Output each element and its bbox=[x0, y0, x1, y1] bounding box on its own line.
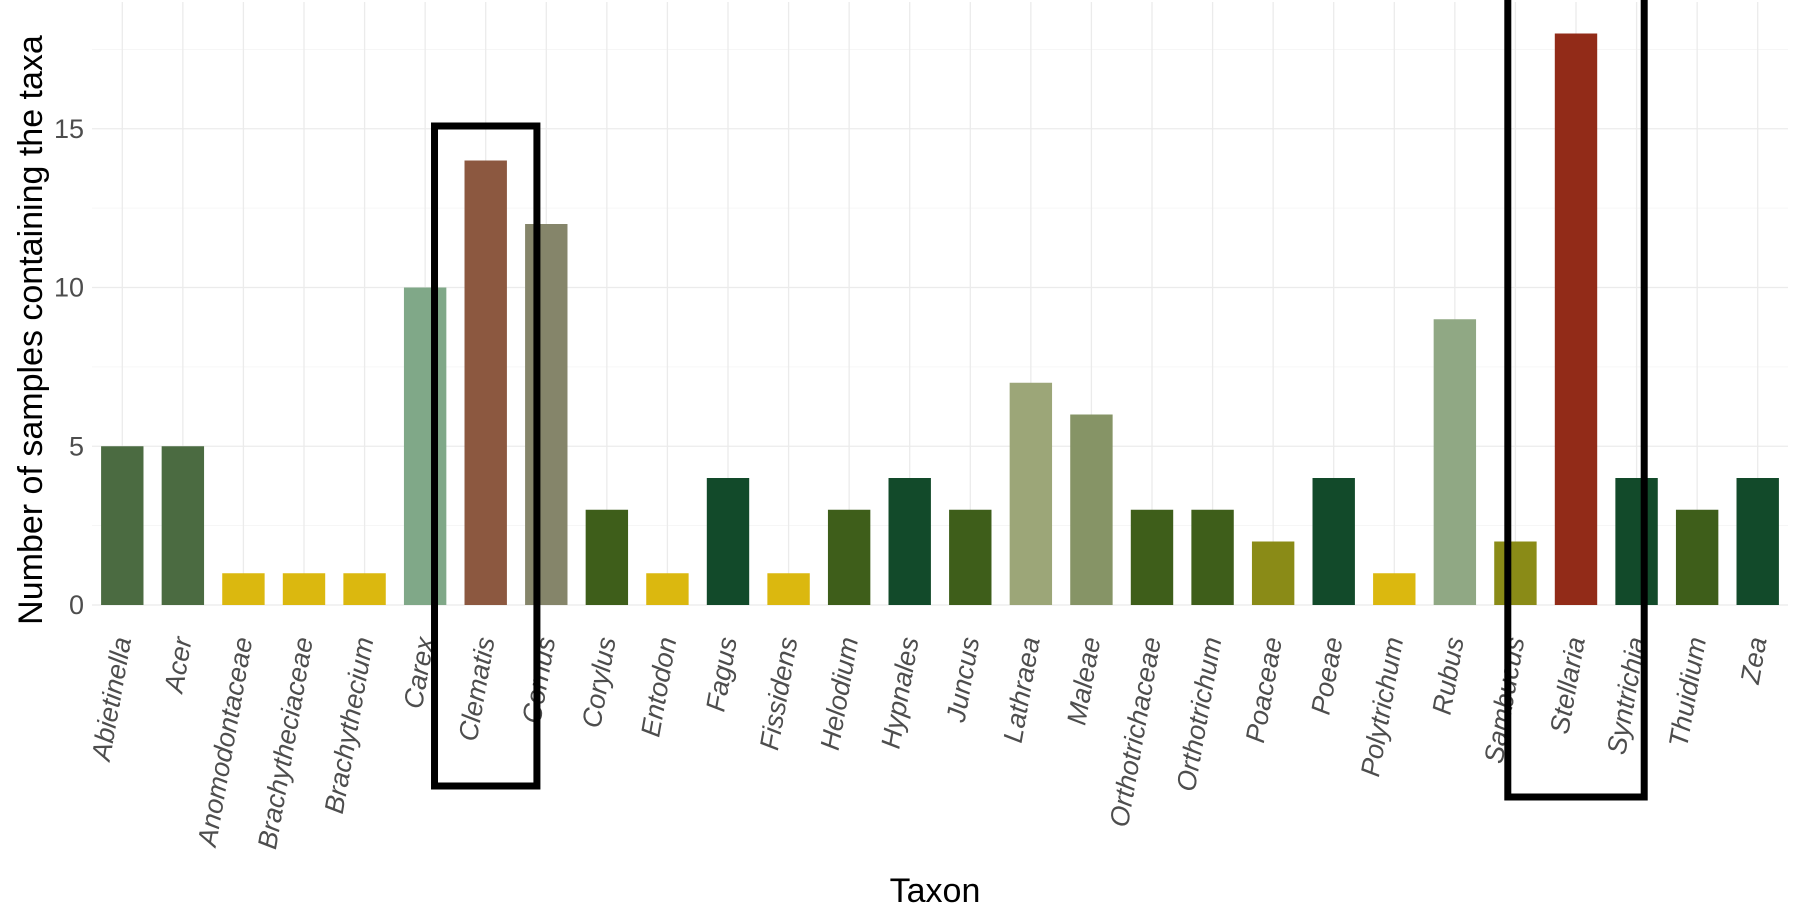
bar-maleae bbox=[1070, 414, 1113, 605]
x-tick-label: Stellaria bbox=[1544, 635, 1590, 736]
x-tick-label: Juncus bbox=[941, 635, 986, 725]
x-tick-label: Fagus bbox=[700, 635, 743, 714]
bar-juncus bbox=[949, 509, 992, 605]
x-tick-label: Maleae bbox=[1061, 635, 1106, 727]
x-tick-label: Hypnales bbox=[876, 635, 925, 751]
bar-fagus bbox=[706, 478, 750, 605]
bar-zea bbox=[1736, 478, 1779, 605]
x-tick-label: Acer bbox=[158, 634, 198, 697]
y-axis-title: Number of samples containing the taxa bbox=[12, 35, 50, 625]
bar-hypnales bbox=[888, 478, 931, 605]
x-tick-label: Thuidium bbox=[1663, 635, 1712, 750]
x-tick-label: Poeae bbox=[1306, 635, 1349, 717]
x-tick-label: Poaceae bbox=[1240, 635, 1288, 745]
y-tick-label: 15 bbox=[54, 114, 84, 144]
y-axis-ticks: 0 5 10 15 bbox=[54, 114, 84, 620]
bar-corylus bbox=[585, 509, 629, 605]
bar-acer bbox=[161, 446, 205, 605]
bar-fissidens bbox=[767, 573, 810, 605]
gridlines bbox=[92, 2, 1788, 606]
bar-orthotrichaceae bbox=[1130, 509, 1174, 605]
x-tick-label: Brachythecium bbox=[319, 635, 380, 816]
bar-rubus bbox=[1433, 319, 1477, 605]
y-tick-label: 10 bbox=[54, 273, 84, 303]
bar-brachytheciaceae bbox=[282, 573, 326, 605]
bar-poeae bbox=[1312, 478, 1355, 605]
bar-abietinella bbox=[101, 446, 144, 605]
bar-clematis bbox=[464, 160, 507, 605]
bar-entodon bbox=[646, 573, 689, 605]
x-axis-title: Taxon bbox=[890, 872, 981, 910]
highlight-box-stellaria bbox=[1504, 0, 1648, 801]
bar-syntrichia bbox=[1615, 478, 1658, 605]
x-tick-label: Polytrichum bbox=[1355, 635, 1409, 779]
bar-helodium bbox=[827, 509, 871, 605]
y-tick-label: 5 bbox=[69, 431, 84, 461]
x-tick-label: Entodon bbox=[635, 635, 682, 739]
bar-lathraea bbox=[1009, 382, 1053, 605]
bar-stellaria bbox=[1554, 33, 1598, 605]
x-tick-label: Lathraea bbox=[998, 635, 1046, 745]
bar-polytrichum bbox=[1373, 573, 1416, 605]
x-tick-label: Rubus bbox=[1427, 635, 1470, 717]
highlight-box-clematis bbox=[431, 122, 541, 790]
x-tick-label: Zea bbox=[1735, 635, 1773, 687]
x-tick-label: Fissidens bbox=[754, 635, 803, 753]
y-tick-label: 0 bbox=[69, 590, 84, 620]
bar-thuidium bbox=[1675, 509, 1719, 605]
x-tick-label: Orthotrichaceae bbox=[1104, 635, 1167, 829]
bar-sambucus bbox=[1494, 541, 1537, 605]
bars-group bbox=[101, 33, 1779, 605]
x-axis-ticks: Abietinella AcerAnomodontaceaeBrachytheci… bbox=[86, 633, 1773, 851]
x-tick-label: Brachytheciaceae bbox=[252, 635, 319, 852]
bar-poaceae bbox=[1251, 541, 1295, 605]
bar-brachythecium bbox=[343, 573, 386, 605]
bar-cornus bbox=[525, 224, 568, 605]
bar-orthotrichum bbox=[1191, 509, 1234, 605]
x-tick-label: Abietinella bbox=[86, 635, 138, 765]
x-tick-label: Orthotrichum bbox=[1171, 635, 1228, 794]
highlight-boxes bbox=[431, 0, 1648, 801]
x-tick-label: Anomodontaceae bbox=[192, 635, 259, 851]
bar-carex bbox=[403, 287, 447, 605]
bar-anomodontaceae bbox=[222, 573, 265, 605]
x-tick-label: Helodium bbox=[815, 635, 864, 753]
x-tick-label: Corylus bbox=[576, 635, 621, 730]
x-tick-label: Clematis bbox=[453, 635, 501, 744]
